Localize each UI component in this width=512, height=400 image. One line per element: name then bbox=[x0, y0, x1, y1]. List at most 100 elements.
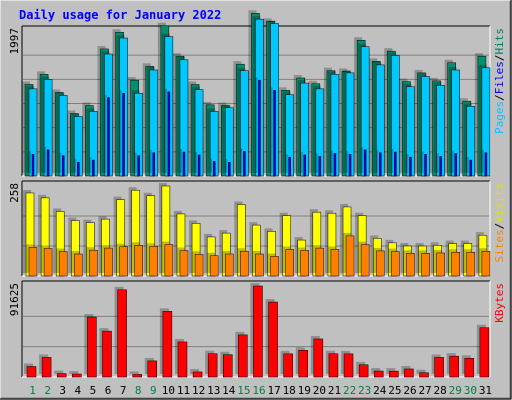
bar-sites bbox=[255, 253, 264, 277]
bar-sites bbox=[164, 244, 174, 277]
bar-pages-shadow bbox=[225, 159, 228, 173]
bar-pages-shadow bbox=[270, 87, 273, 173]
x-tick-label: 7 bbox=[120, 384, 127, 397]
legend: Pages/Files/Hits bbox=[493, 28, 506, 134]
bar-sites bbox=[406, 253, 415, 277]
bar-sites bbox=[421, 253, 430, 277]
x-tick-label: 2 bbox=[44, 384, 51, 397]
bar-pages-shadow bbox=[466, 157, 469, 173]
bar-pages-shadow bbox=[29, 151, 31, 173]
bar-kbytes bbox=[298, 350, 308, 378]
bar-pages-shadow bbox=[255, 77, 258, 173]
bar-sites bbox=[240, 250, 249, 277]
bar-pages bbox=[46, 149, 50, 177]
x-tick-label: 8 bbox=[135, 384, 142, 397]
x-tick-label: 13 bbox=[207, 384, 220, 397]
bar-sites bbox=[375, 250, 385, 277]
x-tick-label: 19 bbox=[298, 384, 311, 397]
bar-pages bbox=[303, 154, 306, 177]
x-tick-label: 21 bbox=[328, 384, 341, 397]
x-tick-label: 29 bbox=[449, 384, 462, 397]
bar-sites bbox=[330, 249, 340, 277]
bar-pages bbox=[31, 153, 35, 177]
x-tick-label: 10 bbox=[162, 384, 175, 397]
bar-pages-shadow bbox=[300, 151, 303, 173]
bar-kbytes bbox=[177, 341, 188, 378]
x-tick-label: 23 bbox=[358, 384, 371, 397]
bar-pages-shadow bbox=[195, 151, 198, 173]
bar-sites bbox=[391, 251, 400, 277]
bar-sites bbox=[74, 253, 83, 277]
bar-pages bbox=[167, 91, 171, 177]
bar-pages bbox=[152, 152, 156, 177]
x-tick-label: 5 bbox=[90, 384, 97, 397]
bar-pages bbox=[424, 153, 427, 177]
x-tick-label: 3 bbox=[59, 384, 66, 397]
x-tick-label: 28 bbox=[434, 384, 447, 397]
bar-kbytes bbox=[268, 301, 278, 378]
bar-sites bbox=[285, 249, 294, 277]
bar-pages bbox=[197, 154, 201, 177]
bar-kbytes-shadow bbox=[416, 369, 426, 374]
bar-pages bbox=[61, 155, 65, 177]
bar-kbytes bbox=[207, 353, 218, 378]
bar-pages bbox=[107, 97, 110, 177]
x-tick-label: 18 bbox=[283, 384, 296, 397]
bar-pages bbox=[122, 92, 125, 177]
bar-kbytes bbox=[72, 373, 82, 378]
x-tick-label: 4 bbox=[75, 384, 82, 397]
bar-pages-shadow bbox=[285, 154, 288, 173]
legend-entry: Files bbox=[493, 61, 506, 94]
bar-pages bbox=[92, 159, 95, 177]
bar-pages bbox=[77, 161, 80, 177]
bar-kbytes bbox=[41, 357, 52, 378]
bar-pages bbox=[228, 161, 231, 177]
bar-pages bbox=[318, 156, 322, 177]
legend-entry: Pages bbox=[493, 101, 506, 134]
bar-pages bbox=[182, 151, 186, 177]
bar-sites bbox=[451, 252, 460, 277]
bar-sites bbox=[179, 250, 189, 277]
bar-sites bbox=[345, 235, 355, 277]
bar-kbytes bbox=[102, 330, 112, 378]
bar-sites bbox=[28, 247, 38, 277]
bar-pages bbox=[454, 153, 457, 177]
bar-pages-shadow bbox=[240, 148, 243, 173]
legend-entry: Visits bbox=[493, 183, 506, 223]
bar-kbytes bbox=[404, 368, 414, 378]
legend-entry: / bbox=[493, 94, 506, 101]
bar-pages bbox=[409, 156, 412, 177]
bar-kbytes bbox=[358, 364, 369, 378]
bar-sites bbox=[134, 245, 143, 277]
x-tick-label: 14 bbox=[222, 384, 236, 397]
bar-kbytes bbox=[147, 360, 158, 378]
legend-entry: Hits bbox=[493, 28, 506, 55]
legend-entry: Sites bbox=[493, 229, 506, 262]
bar-kbytes bbox=[192, 371, 203, 378]
bar-pages-shadow bbox=[406, 154, 409, 173]
bar-sites bbox=[43, 248, 53, 277]
bar-kbytes bbox=[26, 366, 37, 378]
bar-pages bbox=[378, 152, 382, 177]
y-axis-max-label: 258 bbox=[8, 183, 21, 203]
bar-pages bbox=[439, 156, 442, 177]
bar-pages-shadow bbox=[315, 153, 318, 173]
x-axis-day-labels: 1 2 3 4 5 6 7 8 9 10 11 12 13 14 15 16 17 18 19 20 21 22 23 24 2… bbox=[29, 384, 492, 397]
x-tick-label: 11 bbox=[177, 384, 190, 397]
bar-kbytes bbox=[223, 354, 233, 378]
bar-sites bbox=[58, 251, 68, 277]
bar-pages bbox=[137, 155, 140, 177]
x-tick-label: 24 bbox=[373, 384, 387, 397]
y-axis-max-label: 91625 bbox=[8, 283, 21, 316]
bar-pages-shadow bbox=[119, 90, 122, 173]
bar-pages bbox=[363, 149, 367, 177]
bar-pages bbox=[394, 151, 397, 177]
bar-pages-shadow bbox=[179, 149, 182, 173]
x-tick-label: 6 bbox=[105, 384, 112, 397]
bar-pages-shadow bbox=[391, 149, 394, 173]
bar-pages bbox=[212, 161, 216, 177]
bar-kbytes bbox=[328, 353, 339, 378]
bar-sites bbox=[360, 244, 370, 277]
bar-sites bbox=[315, 247, 325, 277]
